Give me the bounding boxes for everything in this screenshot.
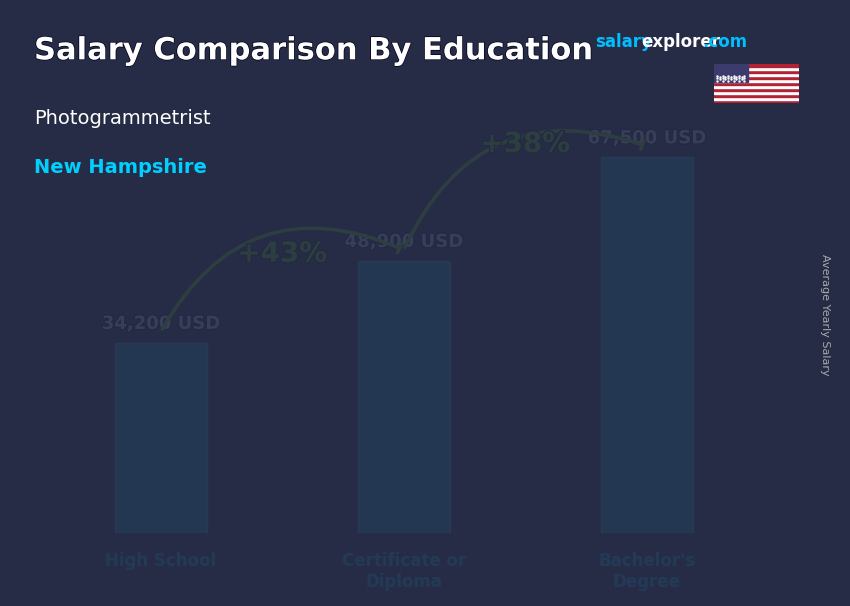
Text: +38%: +38% [480,130,570,158]
Bar [714,88,799,91]
Bar [714,73,799,76]
Bar [358,261,450,533]
Bar [128,343,206,533]
Bar [714,91,799,94]
Bar [371,261,449,533]
Bar [714,76,799,79]
Text: Photogrammetrist: Photogrammetrist [34,109,211,128]
Bar [714,94,799,97]
Text: salary: salary [595,33,652,52]
Bar [115,343,207,533]
Bar [714,82,799,85]
Bar [714,79,799,82]
Bar [714,64,799,67]
Text: explorer: explorer [642,33,721,52]
Text: Average Yearly Salary: Average Yearly Salary [819,254,830,376]
Bar [714,97,799,100]
Text: 34,200 USD: 34,200 USD [102,315,220,333]
Bar [714,85,799,88]
Bar [714,67,799,70]
Text: +43%: +43% [237,240,327,268]
Text: 67,500 USD: 67,500 USD [587,129,705,147]
Text: .com: .com [702,33,747,52]
Bar [614,158,692,533]
Bar [714,100,799,103]
Bar [714,64,748,82]
Text: Salary Comparison By Education: Salary Comparison By Education [34,36,591,65]
Text: New Hampshire: New Hampshire [34,158,207,176]
Bar [714,70,799,73]
Bar [601,158,693,533]
Text: 48,900 USD: 48,900 USD [344,233,463,251]
